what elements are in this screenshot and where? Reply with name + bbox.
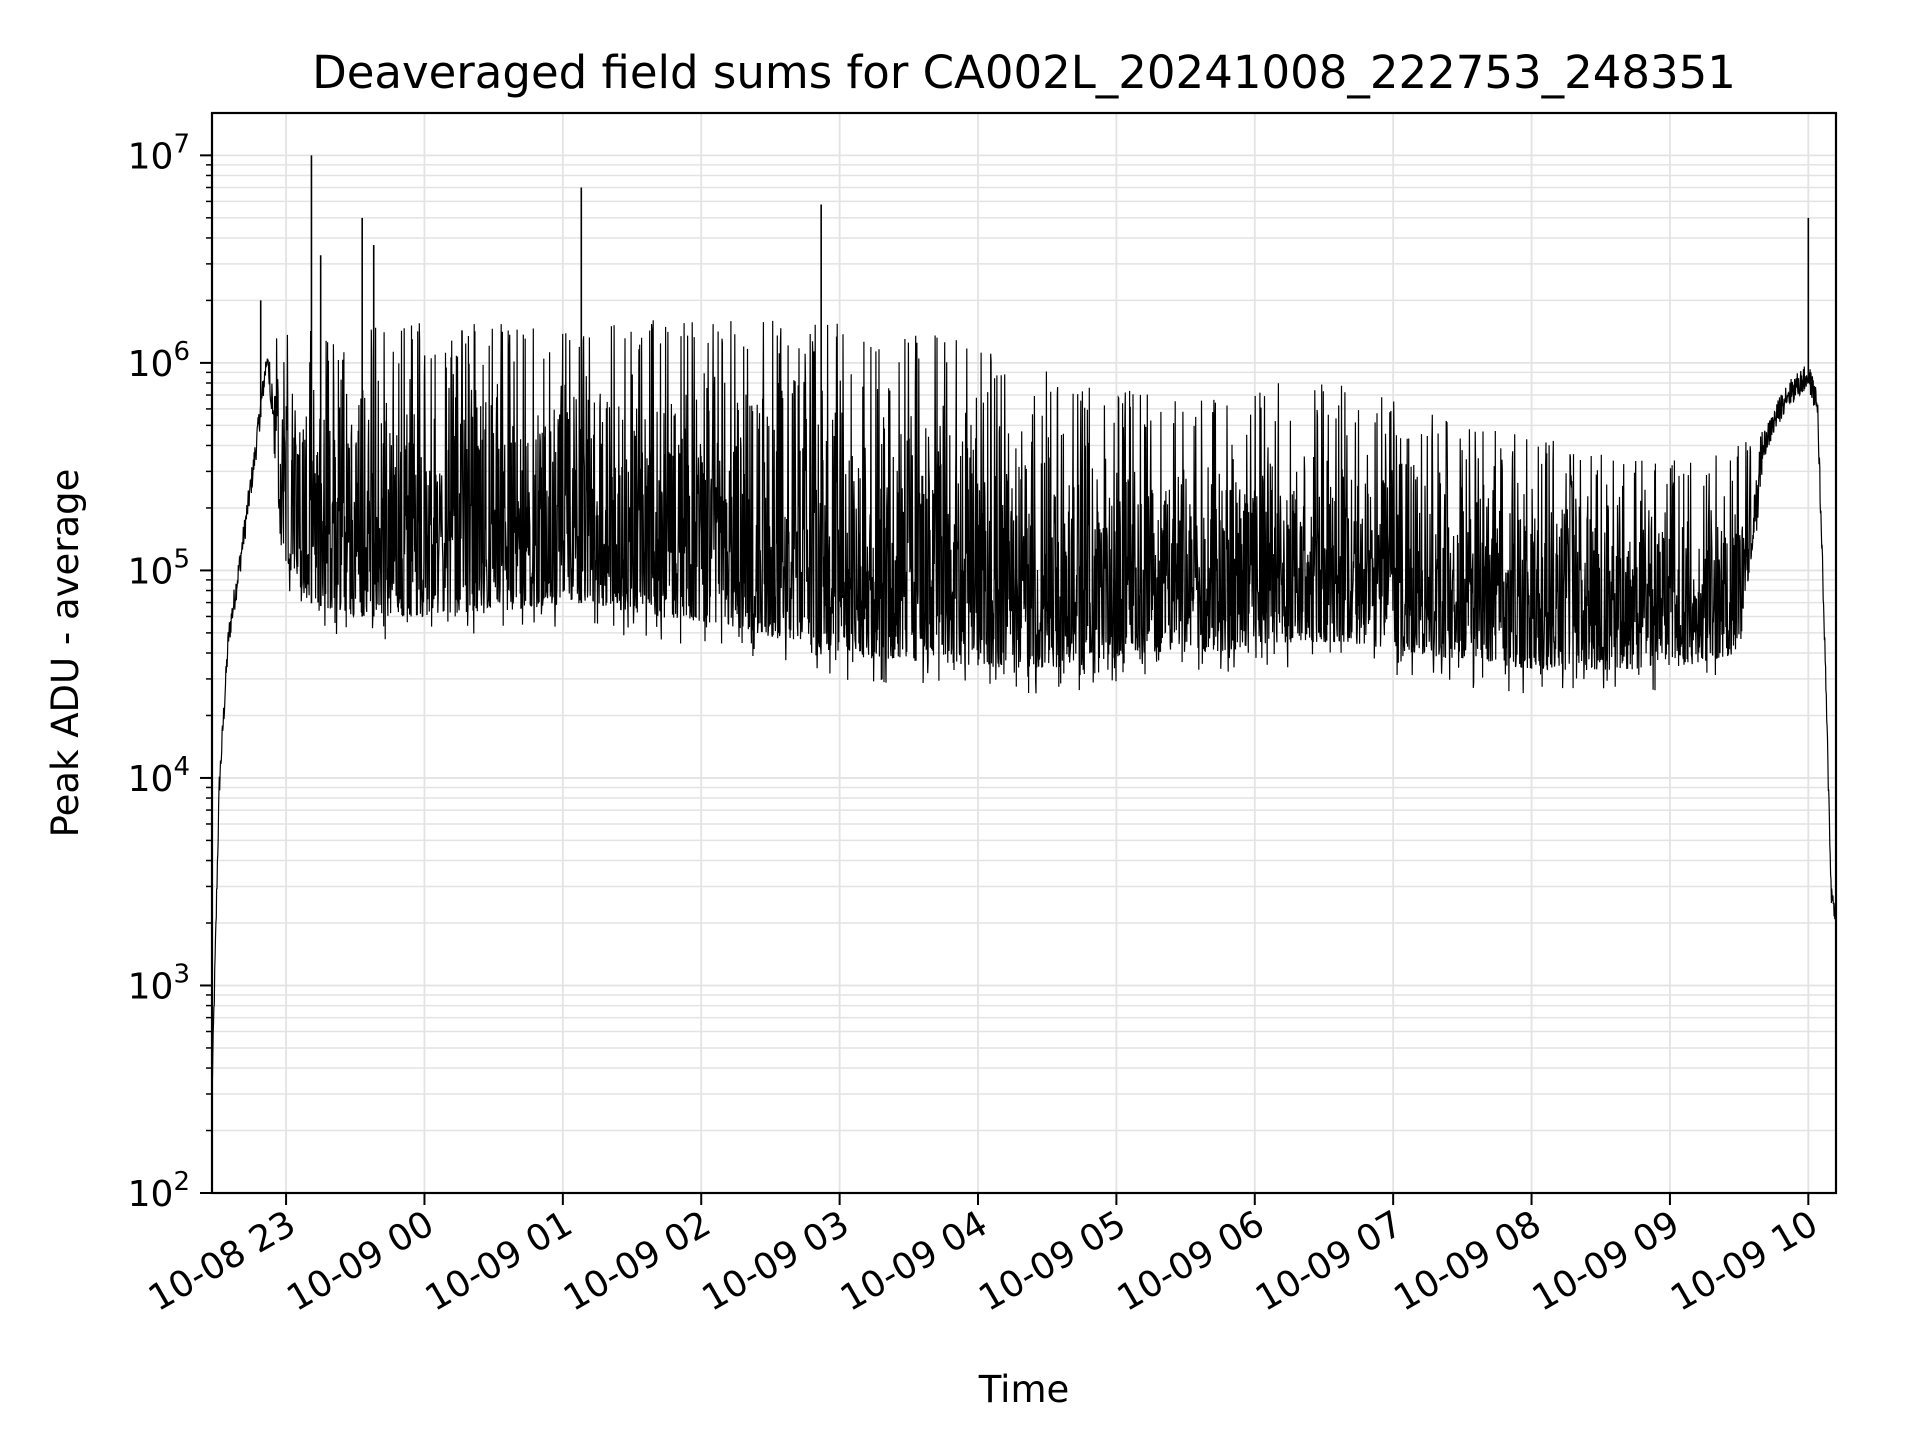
x-axis-label: Time [978,1368,1070,1411]
chart-title: Deaveraged field sums for CA002L_2024100… [312,46,1736,99]
series-line [211,320,1837,1090]
data-series [211,155,1837,1090]
y-axis-label: Peak ADU - average [44,469,87,838]
